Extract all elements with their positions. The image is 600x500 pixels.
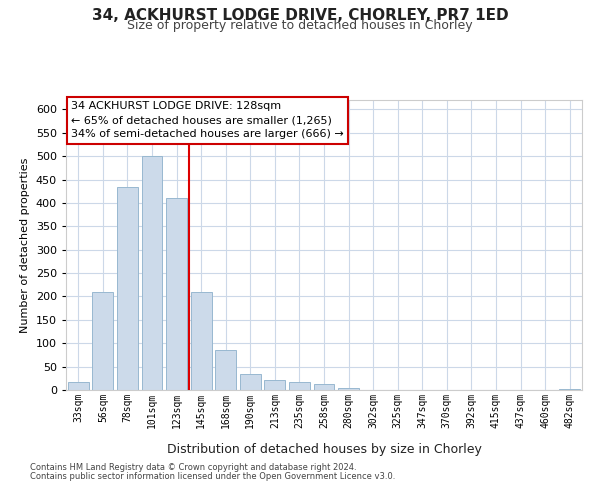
Text: Distribution of detached houses by size in Chorley: Distribution of detached houses by size … <box>167 442 481 456</box>
Bar <box>314 384 334 390</box>
Text: Size of property relative to detached houses in Chorley: Size of property relative to detached ho… <box>127 19 473 32</box>
Bar <box>338 388 359 390</box>
Text: Contains HM Land Registry data © Crown copyright and database right 2024.: Contains HM Land Registry data © Crown c… <box>30 464 356 472</box>
Bar <box>117 186 138 390</box>
Bar <box>142 156 163 390</box>
Bar <box>166 198 187 390</box>
Text: 34, ACKHURST LODGE DRIVE, CHORLEY, PR7 1ED: 34, ACKHURST LODGE DRIVE, CHORLEY, PR7 1… <box>92 8 508 22</box>
Text: Contains public sector information licensed under the Open Government Licence v3: Contains public sector information licen… <box>30 472 395 481</box>
Bar <box>240 374 261 390</box>
Bar <box>559 388 580 390</box>
Bar <box>191 292 212 390</box>
Bar <box>265 380 286 390</box>
Bar <box>289 382 310 390</box>
Y-axis label: Number of detached properties: Number of detached properties <box>20 158 30 332</box>
Text: 34 ACKHURST LODGE DRIVE: 128sqm
← 65% of detached houses are smaller (1,265)
34%: 34 ACKHURST LODGE DRIVE: 128sqm ← 65% of… <box>71 102 344 140</box>
Bar <box>92 292 113 390</box>
Bar <box>68 382 89 390</box>
Bar <box>215 350 236 390</box>
